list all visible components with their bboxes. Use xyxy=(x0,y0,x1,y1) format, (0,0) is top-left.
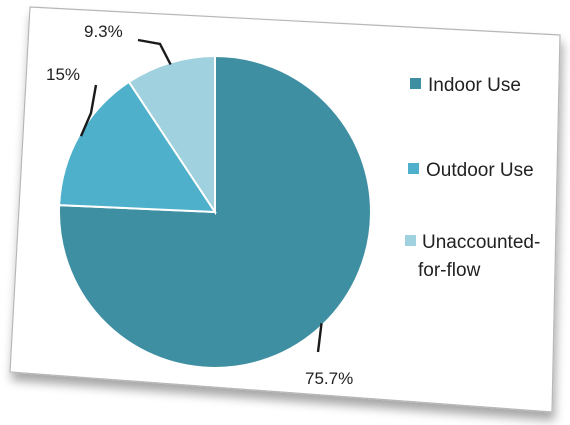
legend-swatch-indoor-use xyxy=(410,78,421,89)
data-label-indoor-use: 75.7% xyxy=(305,369,353,388)
leader-lines xyxy=(79,38,323,353)
leader-line-indoor-use xyxy=(316,323,323,353)
data-label-unaccounted-for-flow: 9.3% xyxy=(84,22,123,41)
legend-label-unaccounted-for-flow-line2: for-flow xyxy=(418,260,481,281)
legend-swatch-outdoor-use xyxy=(408,163,419,174)
leader-line-outdoor-use xyxy=(79,84,98,137)
legend: Indoor Use Outdoor Use Unaccounted- for-… xyxy=(405,75,540,281)
legend-label-outdoor-use: Outdoor Use xyxy=(426,160,534,181)
data-label-outdoor-use: 15% xyxy=(46,65,80,84)
leader-line-unaccounted-for-flow xyxy=(137,38,172,66)
pie-slices xyxy=(58,54,372,369)
legend-swatch-unaccounted-for-flow xyxy=(405,235,416,246)
legend-label-unaccounted-for-flow: Unaccounted- xyxy=(422,232,540,253)
legend-label-indoor-use: Indoor Use xyxy=(428,75,521,96)
pie-slice-outdoor-use xyxy=(58,80,217,214)
